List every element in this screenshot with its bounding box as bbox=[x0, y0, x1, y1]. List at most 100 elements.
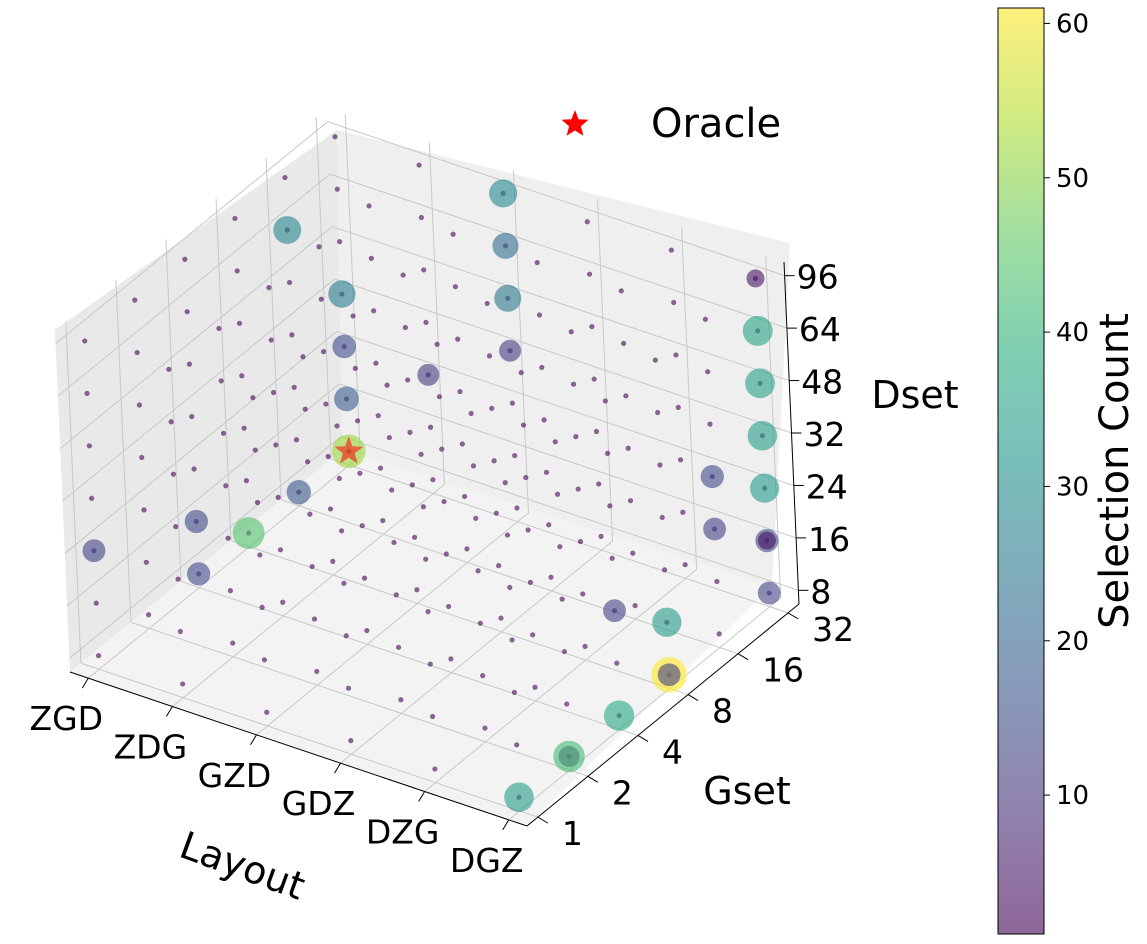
colorbar-gradient bbox=[998, 8, 1044, 934]
scatter-point bbox=[489, 179, 518, 208]
scatter-point bbox=[141, 507, 147, 513]
z-tick-label: 8 bbox=[810, 572, 831, 611]
scatter-point bbox=[136, 402, 143, 408]
scatter-point bbox=[536, 312, 543, 318]
scatter-point bbox=[602, 398, 608, 404]
back-pane bbox=[337, 130, 790, 586]
scatter-point bbox=[559, 596, 565, 602]
x-tick-label: GZD bbox=[198, 756, 272, 795]
scatter-point bbox=[318, 296, 324, 302]
scatter-point bbox=[742, 315, 773, 346]
y-tick bbox=[687, 694, 699, 702]
scatter-point bbox=[254, 499, 261, 506]
scatter-point bbox=[377, 465, 384, 471]
grid-line-dset-left bbox=[57, 173, 331, 397]
scatter-point bbox=[553, 740, 585, 773]
scatter-point bbox=[714, 578, 720, 585]
scatter-point bbox=[187, 562, 211, 586]
scatter-point bbox=[757, 581, 781, 605]
grid-line-dset-back bbox=[334, 278, 792, 434]
scatter-point bbox=[139, 454, 145, 461]
scatter-point bbox=[291, 384, 297, 390]
scatter-point bbox=[180, 681, 186, 687]
scatter-point bbox=[364, 627, 370, 634]
scatter-point bbox=[680, 509, 686, 515]
scatter-point bbox=[414, 587, 420, 593]
scatter-point bbox=[512, 452, 518, 459]
grid-line-layout-floor bbox=[172, 484, 445, 707]
scatter-point bbox=[509, 400, 515, 406]
scatter-point bbox=[280, 599, 286, 605]
scatter-point bbox=[484, 300, 490, 307]
scatter-point bbox=[257, 552, 263, 558]
scatter-point bbox=[293, 437, 300, 443]
scatter-point bbox=[236, 320, 243, 326]
scatter-point bbox=[218, 378, 224, 384]
y-tick-label: 1 bbox=[562, 814, 583, 853]
scatter-point bbox=[286, 279, 293, 286]
scatter-point bbox=[314, 668, 320, 675]
scatter-point bbox=[300, 354, 306, 360]
scatter-point bbox=[439, 446, 445, 452]
scatter-point bbox=[398, 697, 404, 703]
scatter-point bbox=[707, 421, 713, 427]
scatter-point bbox=[421, 267, 427, 273]
scatter-point bbox=[584, 219, 590, 225]
grid-line-gset-floor bbox=[230, 540, 689, 696]
x-tick bbox=[250, 734, 257, 746]
scatter-point bbox=[332, 134, 338, 140]
scatter-point bbox=[391, 539, 397, 546]
z-tick-label: 32 bbox=[804, 415, 846, 454]
scatter-point bbox=[598, 533, 604, 539]
scatter-point bbox=[604, 450, 611, 456]
scatter-point bbox=[220, 430, 227, 436]
scatter-point bbox=[623, 393, 629, 399]
scatter-point bbox=[482, 725, 488, 731]
legend-star-icon bbox=[561, 110, 589, 136]
scatter-point bbox=[380, 517, 386, 524]
y-tick bbox=[537, 816, 549, 824]
scatter-point bbox=[468, 410, 474, 417]
x-tick-label: GDZ bbox=[282, 784, 356, 823]
y-axis-line bbox=[526, 603, 800, 827]
scatter-point bbox=[470, 463, 477, 469]
scatter-point bbox=[757, 531, 776, 550]
scatter-point bbox=[430, 713, 436, 720]
scatter-point bbox=[596, 481, 602, 487]
grid-line-dset-back bbox=[336, 330, 794, 486]
scatter-point bbox=[700, 464, 724, 489]
scatter-point bbox=[504, 532, 511, 538]
grid-line-layout-floor bbox=[87, 455, 361, 679]
scatter-point bbox=[705, 369, 711, 375]
scatter-point bbox=[448, 656, 454, 662]
scatter-point bbox=[609, 555, 615, 561]
y-tick-label: 2 bbox=[612, 773, 633, 812]
scatter-point bbox=[261, 657, 268, 663]
scatter-point bbox=[614, 660, 620, 666]
scatter-point bbox=[184, 509, 208, 534]
scatter-point bbox=[339, 528, 345, 534]
y-tick bbox=[787, 612, 799, 620]
scatter-point bbox=[189, 413, 195, 420]
scatter-point bbox=[93, 600, 99, 606]
scatter-point bbox=[443, 551, 449, 557]
scatter-point bbox=[486, 353, 493, 359]
scatter-point bbox=[232, 215, 238, 222]
scatter-point bbox=[371, 308, 377, 314]
x-tick bbox=[81, 677, 89, 689]
scatter-point bbox=[95, 653, 102, 659]
scatter-point bbox=[275, 494, 281, 500]
scatter-point bbox=[621, 340, 627, 346]
scatter-point bbox=[625, 445, 631, 451]
scatter-point bbox=[682, 562, 688, 568]
scatter-point bbox=[170, 471, 177, 477]
grid-line-dset-left bbox=[62, 278, 335, 502]
scatter-point bbox=[250, 395, 256, 401]
scatter-point bbox=[182, 256, 188, 262]
scatter-point bbox=[191, 466, 197, 472]
scatter-point bbox=[427, 424, 434, 430]
scatter-point bbox=[450, 231, 456, 237]
scatter-point bbox=[659, 514, 665, 521]
scatter-point bbox=[564, 701, 570, 707]
scatter-point bbox=[514, 742, 520, 748]
